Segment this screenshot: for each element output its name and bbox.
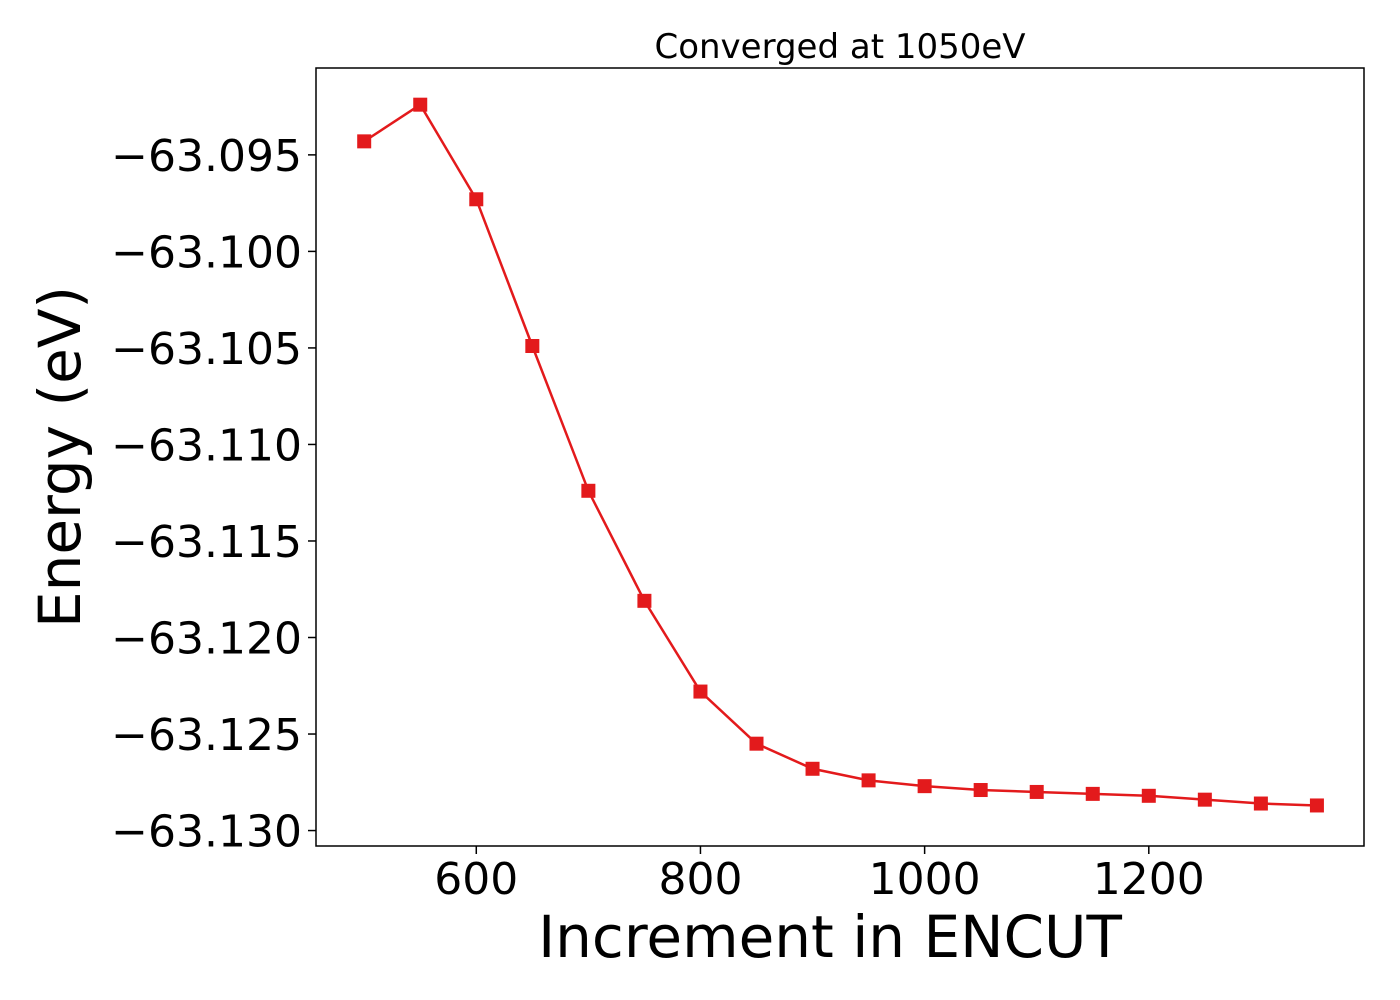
x-tick-label: 800 (658, 854, 742, 905)
x-axis: 600 800 1000 1200 (434, 846, 1205, 905)
x-axis-label: Increment in ENCUT (538, 903, 1122, 971)
data-point-marker (525, 338, 540, 353)
data-point-marker (581, 483, 596, 498)
y-tick-label: −63.095 (111, 131, 302, 182)
x-tick-label: 1200 (1093, 854, 1205, 905)
y-tick-label: −63.130 (111, 807, 302, 858)
data-point-marker (357, 134, 372, 149)
data-point-marker (637, 593, 652, 608)
x-tick-label: 600 (434, 854, 518, 905)
y-axis-label: Energy (eV) (26, 286, 94, 628)
data-point-marker (749, 736, 764, 751)
data-point-marker (861, 773, 876, 788)
data-point-marker (413, 97, 428, 112)
chart-title: Converged at 1050eV (654, 27, 1025, 67)
data-point-marker (805, 761, 820, 776)
data-point-marker (1197, 792, 1212, 807)
y-tick-label: −63.120 (111, 614, 302, 665)
y-tick-label: −63.110 (111, 420, 302, 471)
x-tick-label: 1000 (869, 854, 981, 905)
data-point-marker (1141, 788, 1156, 803)
data-point-marker (1085, 786, 1100, 801)
data-point-marker (1253, 796, 1268, 811)
series-layer (357, 97, 1324, 813)
y-tick-label: −63.105 (111, 324, 302, 375)
y-tick-label: −63.125 (111, 710, 302, 761)
data-point-marker (469, 192, 484, 207)
data-point-marker (1309, 798, 1324, 813)
data-point-marker (973, 783, 988, 798)
y-axis: −63.095 −63.100 −63.105 −63.110 −63.115 −63.1… (111, 131, 316, 858)
series-line (363, 102, 1317, 807)
plot-frame (315, 67, 1365, 847)
data-point-marker (917, 779, 932, 794)
data-point-marker (693, 684, 708, 699)
data-point-marker (1029, 784, 1044, 799)
y-tick-label: −63.115 (111, 517, 302, 568)
y-tick-label: −63.100 (111, 227, 302, 278)
